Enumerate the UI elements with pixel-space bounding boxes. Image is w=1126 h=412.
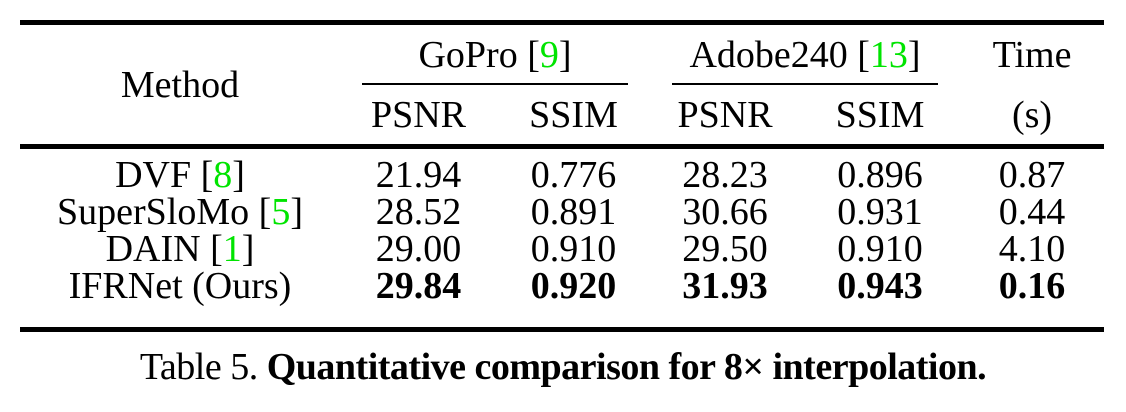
citation-link[interactable]: 1: [222, 228, 242, 270]
method-cell: SuperSloMo [5]: [20, 191, 340, 233]
table-row: IFRNet (Ours) 29.84 0.920 31.93 0.943 0.…: [20, 265, 1105, 332]
method-cell: DVF [8]: [20, 147, 340, 196]
table-body: DVF [8] 21.94 0.776 28.23 0.896 0.87 Sup…: [20, 147, 1105, 332]
value-cell: 0.910: [530, 228, 617, 270]
table-header: Method GoPro [9] Adobe240 [13] Time PSNR…: [20, 22, 1105, 149]
value-cell: 4.10: [998, 228, 1066, 270]
value-cell: 28.52: [375, 191, 462, 233]
value-cell: 0.896: [837, 154, 923, 196]
text-segment: DVF [: [115, 154, 214, 196]
table-row: DAIN [1] 29.00 0.910 29.50 0.910 4.10: [20, 228, 1104, 270]
text-segment: Quantitative comparison for 8× interpola…: [266, 346, 987, 388]
time-column-header: Time: [992, 34, 1072, 76]
table-caption: Table 5. Quantitative comparison for 8× …: [0, 345, 1126, 391]
table-row: SuperSloMo [5] 28.52 0.891 30.66 0.931 0…: [20, 191, 1104, 233]
value-cell: 29.00: [375, 228, 462, 270]
method-cell: IFRNet (Ours): [20, 265, 340, 332]
value-cell: 29.50: [682, 228, 768, 270]
table-row: DVF [8] 21.94 0.776 28.23 0.896 0.87: [20, 147, 1104, 196]
group-header-adobe240: Adobe240 [13]: [650, 23, 960, 86]
text-segment: ]: [241, 228, 255, 270]
sub-header-row: PSNR SSIM PSNR SSIM (s): [20, 85, 1105, 149]
value-cell: 21.94: [375, 154, 462, 196]
value-cell: 31.93: [650, 267, 801, 332]
text-segment: DAIN [: [105, 228, 223, 270]
group-header-row: Method GoPro [9] Adobe240 [13] Time: [20, 22, 1104, 149]
text-segment: IFRNet (Ours): [68, 265, 292, 307]
text-segment: Table 5.: [139, 346, 267, 388]
text-segment: ]: [558, 34, 572, 76]
value-cell: 0.891: [530, 191, 617, 233]
value-cell: 0.920: [497, 267, 651, 332]
text-segment: ]: [232, 154, 245, 196]
citation-link[interactable]: 8: [213, 154, 233, 196]
group-header-gopro: GoPro [9]: [340, 23, 650, 86]
subheader-time-unit: (s): [960, 85, 1105, 149]
value-cell: 0.943: [800, 267, 961, 332]
citation-link[interactable]: 5: [271, 191, 291, 233]
subheader-psnr-adobe240: PSNR: [650, 85, 801, 149]
value-cell: 0.910: [837, 228, 923, 270]
subheader-ssim-gopro: SSIM: [497, 85, 651, 149]
value-cell: 0.16: [960, 267, 1105, 332]
method-column-header: Method: [20, 22, 340, 149]
text-segment: SuperSloMo [: [57, 191, 272, 233]
text-segment: Adobe240 [: [689, 34, 870, 76]
citation-link[interactable]: 9: [539, 34, 559, 76]
value-cell: 29.84: [340, 267, 497, 332]
results-table: Method GoPro [9] Adobe240 [13] Time PSNR…: [20, 20, 1105, 332]
citation-link[interactable]: 13: [869, 34, 908, 76]
subheader-psnr-gopro: PSNR: [340, 85, 497, 149]
value-cell: 28.23: [682, 154, 768, 196]
value-cell: 0.87: [998, 154, 1066, 196]
text-segment: ]: [290, 191, 303, 233]
value-cell: 0.776: [530, 154, 617, 196]
value-cell: 0.931: [837, 191, 923, 233]
method-cell: DAIN [1]: [20, 228, 340, 270]
value-cell: 0.44: [998, 191, 1066, 233]
text-segment: ]: [907, 34, 921, 76]
text-segment: GoPro [: [418, 34, 540, 76]
subheader-ssim-adobe240: SSIM: [800, 85, 961, 149]
value-cell: 30.66: [682, 191, 768, 233]
